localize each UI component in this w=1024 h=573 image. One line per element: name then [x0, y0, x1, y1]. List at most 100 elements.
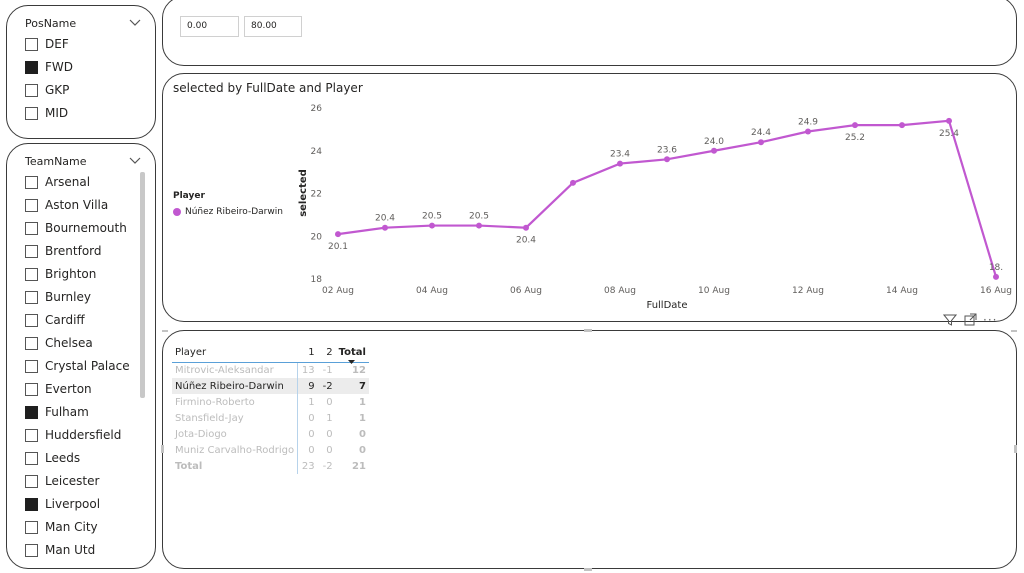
team-slicer-item[interactable]: Leeds: [25, 449, 80, 467]
checkbox[interactable]: [25, 313, 38, 327]
team-slicer-item[interactable]: Burnley: [25, 288, 91, 306]
team-slicer-item-label: Leeds: [45, 451, 81, 465]
table-row[interactable]: Mitrovic-Aleksandar 13 -1 12: [172, 362, 369, 378]
team-slicer-item[interactable]: Liverpool: [25, 495, 100, 513]
chevron-down-icon[interactable]: [129, 157, 141, 165]
checkbox[interactable]: [25, 359, 38, 373]
checkbox[interactable]: [25, 175, 38, 189]
checkbox[interactable]: [25, 520, 38, 534]
x-tick-label: 10 Aug: [698, 286, 730, 296]
x-tick-label: 12 Aug: [792, 286, 824, 296]
pos-slicer-item[interactable]: DEF: [25, 35, 69, 53]
team-slicer-item[interactable]: Man Utd: [25, 541, 95, 559]
team-slicer-item[interactable]: Aston Villa: [25, 196, 108, 214]
checkbox[interactable]: [25, 543, 38, 557]
checkbox[interactable]: [25, 198, 38, 212]
team-slicer-item[interactable]: Brentford: [25, 242, 102, 260]
more-options-icon[interactable]: ···: [983, 313, 998, 327]
checkbox[interactable]: [25, 428, 38, 442]
checkbox-checked[interactable]: [25, 60, 38, 74]
data-point: [946, 117, 952, 124]
matrix-cell-2: 0: [326, 428, 333, 440]
matrix-header-1[interactable]: 1: [297, 343, 318, 363]
checkbox-checked[interactable]: [25, 497, 38, 511]
checkbox[interactable]: [25, 267, 38, 281]
checkbox[interactable]: [25, 83, 38, 97]
chevron-down-icon[interactable]: [129, 19, 141, 27]
team-slicer-item-label: Liverpool: [45, 497, 101, 511]
pos-slicer-item-label: DEF: [45, 37, 69, 51]
matrix-header-2[interactable]: 2: [317, 343, 336, 363]
data-label: 24.0: [704, 137, 724, 147]
data-label: 24.4: [751, 128, 771, 138]
matrix-cell-player: Núñez Ribeiro-Darwin: [172, 378, 298, 394]
data-point: [805, 128, 811, 135]
checkbox[interactable]: [25, 382, 38, 396]
team-slicer-item[interactable]: Man City: [25, 518, 98, 536]
team-slicer-item[interactable]: Everton: [25, 380, 92, 398]
data-label: 20.5: [469, 212, 489, 222]
checkbox[interactable]: [25, 451, 38, 465]
pos-slicer-item-label: FWD: [45, 60, 74, 74]
data-label: 25.2: [845, 133, 865, 143]
checkbox[interactable]: [25, 474, 38, 488]
matrix-header-total[interactable]: Total: [335, 343, 369, 364]
legend-marker: [173, 208, 181, 216]
team-slicer-item[interactable]: Arsenal: [25, 173, 90, 191]
pos-slicer-item[interactable]: MID: [25, 104, 68, 122]
range-max-input[interactable]: 80.00: [244, 16, 302, 37]
checkbox[interactable]: [25, 221, 38, 235]
table-row[interactable]: Firmino-Roberto 1 0 1: [172, 394, 369, 410]
resize-handle-left[interactable]: [161, 445, 164, 453]
team-slicer-item[interactable]: Chelsea: [25, 334, 93, 352]
team-slicer-item[interactable]: Leicester: [25, 472, 99, 490]
team-slicer-item[interactable]: Huddersfield: [25, 426, 121, 444]
team-slicer-item[interactable]: Cardiff: [25, 311, 85, 329]
checkbox[interactable]: [25, 106, 38, 120]
table-row[interactable]: Núñez Ribeiro-Darwin 9 -2 7: [172, 378, 369, 394]
team-slicer-item[interactable]: Crystal Palace: [25, 357, 130, 375]
resize-handle-bottom[interactable]: [584, 568, 592, 571]
table-row[interactable]: Muniz Carvalho-Rodrigo 0 0 0: [172, 442, 369, 458]
resize-corner-tl[interactable]: [162, 330, 168, 332]
matrix-cell-total: 1: [359, 412, 366, 424]
legend-label: Núñez Ribeiro-Darwin: [185, 207, 283, 217]
matrix-header-player[interactable]: Player: [172, 343, 298, 363]
checkbox[interactable]: [25, 336, 38, 350]
legend-item[interactable]: Núñez Ribeiro-Darwin: [173, 207, 283, 217]
team-slicer-scrollbar[interactable]: [140, 172, 145, 398]
team-slicer-item-label: Brentford: [45, 244, 102, 258]
pos-slicer-item[interactable]: GKP: [25, 81, 69, 99]
data-label: 18.: [989, 263, 1003, 273]
filter-icon[interactable]: [943, 313, 957, 327]
matrix-cell-player: Mitrovic-Aleksandar: [175, 364, 274, 376]
resize-handle-right[interactable]: [1014, 445, 1017, 453]
checkbox[interactable]: [25, 244, 38, 258]
chart-title: selected by FullDate and Player: [173, 81, 363, 95]
team-slicer-item[interactable]: Bournemouth: [25, 219, 127, 237]
focus-mode-icon[interactable]: [963, 313, 977, 327]
sort-descending-icon: [347, 359, 355, 364]
range-min-input[interactable]: 0.00: [180, 16, 239, 37]
team-slicer-item-label: Fulham: [45, 405, 89, 419]
data-label: 20.4: [516, 236, 536, 246]
resize-corner-tr[interactable]: [1011, 330, 1017, 332]
matrix-cell-1: 1: [297, 394, 318, 410]
team-slicer-item-label: Burnley: [45, 290, 91, 304]
team-slicer-panel: TeamName Arsenal Aston Villa Bournemouth Br…: [6, 143, 156, 569]
pos-slicer-item[interactable]: FWD: [25, 58, 73, 76]
x-tick-label: 06 Aug: [510, 286, 542, 296]
line-chart-panel: [162, 73, 1017, 322]
pos-slicer-item-label: MID: [45, 106, 69, 120]
checkbox[interactable]: [25, 290, 38, 304]
checkbox[interactable]: [25, 37, 38, 51]
table-row[interactable]: Jota-Diogo 0 0 0: [172, 426, 369, 442]
data-point: [852, 122, 858, 129]
checkbox-checked[interactable]: [25, 405, 38, 419]
y-tick-label: 22: [311, 190, 322, 200]
resize-handle-top[interactable]: [584, 329, 592, 332]
table-row[interactable]: Stansfield-Jay 0 1 1: [172, 410, 369, 426]
team-slicer-item[interactable]: Fulham: [25, 403, 89, 421]
matrix-cell-total: 0: [359, 444, 366, 456]
team-slicer-item[interactable]: Brighton: [25, 265, 96, 283]
